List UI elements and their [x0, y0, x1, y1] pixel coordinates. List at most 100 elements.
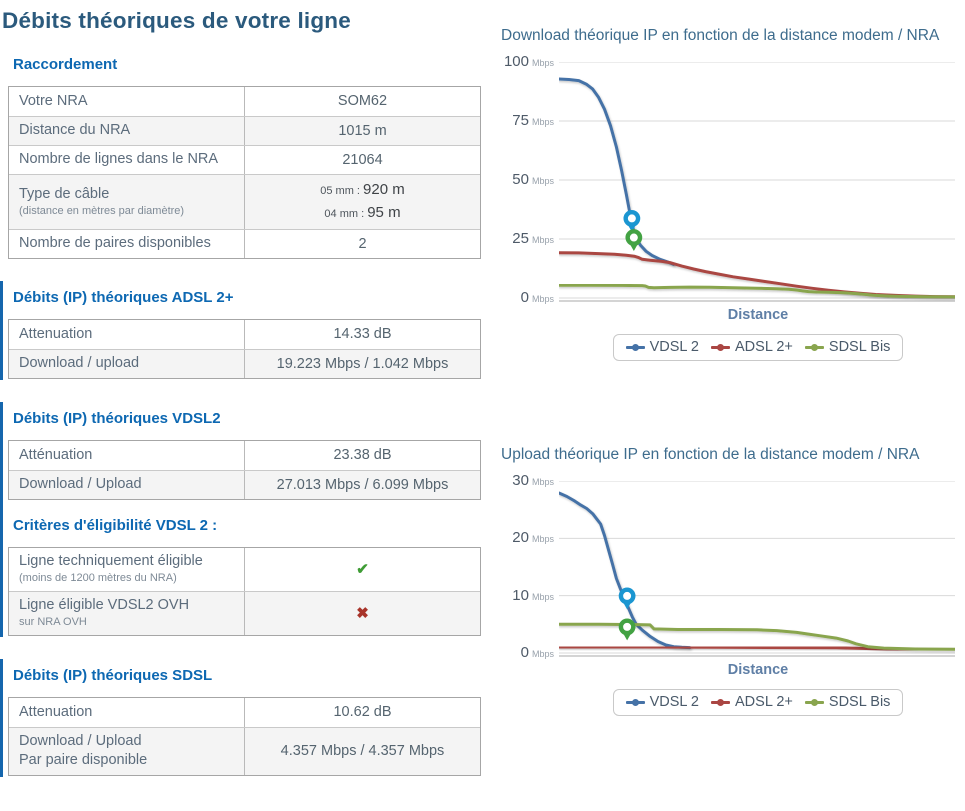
legend-label: SDSL Bis	[828, 694, 891, 710]
legend-item-adsl-2[interactable]: ADSL 2+	[711, 339, 793, 355]
sections-container: Raccordement Votre NRA SOM62 Distance du NR…	[0, 56, 483, 777]
row-label: Download / Upload	[19, 733, 142, 749]
legend-label: VDSL 2	[649, 339, 699, 355]
chart-plot	[559, 62, 955, 302]
cable-length: 95 m	[367, 204, 401, 221]
row-label-cell: Atténuation	[9, 441, 245, 470]
download-chart: Download théorique IP en fonction de la …	[499, 26, 957, 361]
row-value: 4.357 Mbps / 4.357 Mbps	[280, 743, 445, 759]
series-marker-icon	[711, 698, 730, 707]
tick-unit: Mbps	[531, 649, 554, 659]
row-label-cell: Attenuation	[9, 320, 245, 349]
y-axis-tick: 0 Mbps	[521, 644, 554, 661]
series-marker-icon	[625, 343, 645, 352]
tick-unit: Mbps	[531, 477, 554, 487]
legend-wrap: VDSL 2 ADSL 2+ SDSL Bis	[499, 334, 957, 361]
legend-item-sdsl-bis[interactable]: SDSL Bis	[804, 694, 891, 710]
row-label: Ligne éligible VDSL2 OVH	[19, 597, 190, 613]
row-label: Attenuation	[19, 703, 93, 720]
row-value-cell: 14.33 dB	[245, 320, 480, 349]
row-value: 1015 m	[338, 122, 387, 139]
row-value: 14.33 dB	[333, 326, 392, 342]
series-line-sdsl-bis	[559, 283, 955, 299]
y-axis-tick: 0 Mbps	[521, 289, 554, 306]
row-label-cell: Nombre de lignes dans le NRA	[9, 146, 245, 174]
vdsl2-position-pin-icon	[618, 587, 636, 610]
cable-diameter: 04 mm :	[324, 208, 368, 220]
info-table: Atténuation 23.38 dB Download / Upload 27.0…	[8, 440, 481, 500]
section-heading: Critères d'éligibilité VDSL 2 :	[13, 517, 218, 534]
row-value-cell: 1015 m	[245, 117, 480, 145]
row-label-cell: Attenuation	[9, 698, 245, 727]
tick-unit: Mbps	[531, 235, 554, 245]
row-label-cell: Nombre de paires disponibles	[9, 230, 245, 258]
section-heading: Débits (IP) théoriques SDSL	[13, 667, 213, 684]
y-axis-tick: 20 Mbps	[512, 529, 554, 546]
series-line-sdsl-bis	[559, 622, 955, 651]
row-label-cell: Ligne techniquement éligible (moins de 12…	[9, 548, 245, 591]
chart-title: Upload théorique IP en fonction de la di…	[501, 446, 920, 463]
y-axis-tick: 100 Mbps	[504, 53, 554, 70]
tick-value: 20	[512, 529, 529, 547]
chart-plot-area: 100 Mbps 75 Mbps 50 Mbps 25 Mbps 0 Mbps	[499, 53, 957, 306]
row-label-line2: Par paire disponible	[19, 752, 148, 768]
series-line-vdsl-2	[559, 77, 676, 266]
table-row: Download / Upload Par paire disponible 4.3…	[9, 727, 480, 775]
row-label-cell: Download / Upload Par paire disponible	[9, 728, 245, 775]
check-icon: ✔	[356, 560, 369, 578]
chart-title: Download théorique IP en fonction de la …	[501, 27, 940, 44]
y-axis-tick: 25 Mbps	[512, 230, 554, 247]
row-sublabel: sur NRA OVH	[19, 616, 87, 628]
row-label: Type de câble	[19, 185, 110, 202]
series-marker-icon	[804, 698, 824, 707]
cable-length-value: 04 mm : 95 m	[324, 202, 400, 225]
row-label: Nombre de lignes dans le NRA	[19, 151, 219, 167]
tick-value: 0	[520, 644, 529, 661]
tick-value: 100	[503, 53, 529, 70]
row-value-cell: ✔	[245, 548, 480, 591]
legend-label: ADSL 2+	[735, 694, 793, 710]
tick-value: 25	[512, 230, 529, 247]
row-label: Ligne techniquement éligible	[19, 553, 203, 569]
row-label: Attenuation	[19, 325, 93, 342]
cable-length: 920 m	[363, 181, 405, 198]
row-label-cell: Votre NRA	[9, 87, 245, 116]
y-axis-tick: 30 Mbps	[512, 472, 554, 489]
tick-unit: Mbps	[531, 591, 554, 602]
tick-value: 75	[512, 112, 529, 129]
table-row: Atténuation 23.38 dB	[9, 441, 480, 470]
table-row: Type de câble (distance en mètres par dia…	[9, 174, 480, 229]
row-label-cell: Download / upload	[9, 350, 245, 378]
chart-legend: VDSL 2 ADSL 2+ SDSL Bis	[612, 689, 904, 716]
table-row: Ligne techniquement éligible (moins de 12…	[9, 548, 480, 591]
legend-item-vdsl-2[interactable]: VDSL 2	[625, 694, 699, 710]
series-marker-icon	[625, 698, 645, 707]
legend-item-sdsl-bis[interactable]: SDSL Bis	[804, 339, 890, 355]
legend-label: VDSL 2	[649, 694, 699, 710]
row-value-cell: ✖	[245, 592, 480, 635]
cable-diameter: 05 mm :	[320, 185, 364, 197]
pin-head	[623, 210, 641, 227]
charts-column: Download théorique IP en fonction de la …	[499, 0, 957, 777]
row-value-cell: 05 mm : 920 m 04 mm : 95 m	[245, 175, 480, 229]
pin-head	[625, 229, 643, 246]
legend-item-adsl-2[interactable]: ADSL 2+	[711, 694, 793, 710]
row-value: 21064	[342, 151, 383, 168]
y-axis-tick: 10 Mbps	[512, 587, 554, 604]
row-value-cell: 10.62 dB	[245, 698, 480, 727]
vdsl2-position-pin-icon	[623, 210, 641, 232]
section-vdsl2: Débits (IP) théoriques VDSL2 Atténuation 2…	[0, 402, 483, 637]
table-row: Download / Upload 27.013 Mbps / 6.099 Mbp…	[9, 470, 480, 499]
tick-value: 30	[512, 472, 529, 489]
row-value: 2	[358, 235, 367, 252]
legend-item-vdsl-2[interactable]: VDSL 2	[625, 339, 699, 355]
row-value: 19.223 Mbps / 1.042 Mbps	[276, 355, 449, 372]
tick-unit: Mbps	[531, 294, 554, 304]
info-table: Attenuation 14.33 dB Download / upload 19.2…	[8, 319, 481, 379]
chart-legend: VDSL 2 ADSL 2+ SDSL Bis	[612, 334, 904, 361]
tick-value: 0	[520, 289, 529, 306]
row-label: Distance du NRA	[19, 122, 131, 138]
page-title: Débits théoriques de votre ligne	[2, 8, 351, 33]
row-value-cell: 23.38 dB	[245, 441, 480, 470]
row-value-cell: 21064	[245, 146, 480, 174]
